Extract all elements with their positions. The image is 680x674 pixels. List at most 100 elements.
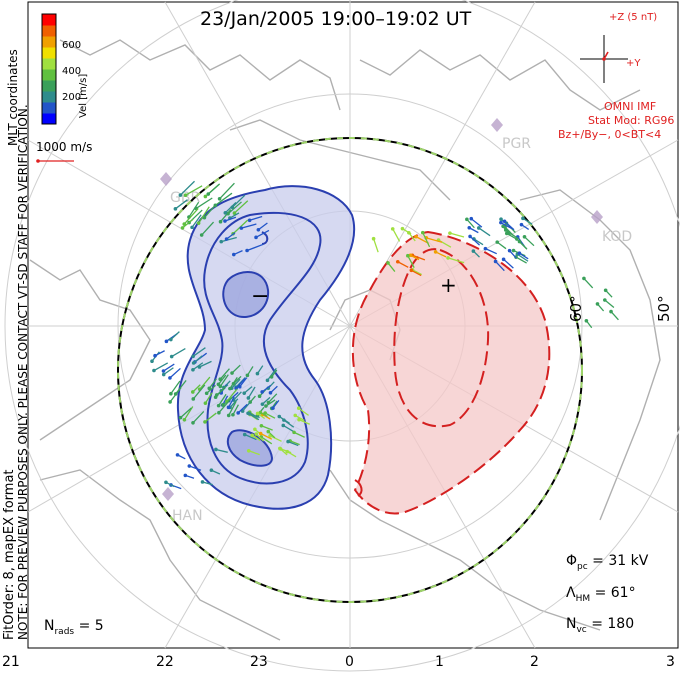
phi-pc-value: = 31 kV [592,553,649,569]
velocity-vector [261,425,273,431]
velocity-vector [219,374,229,387]
velocity-vector-origin [161,369,166,373]
velocity-vector [208,378,217,389]
velocity-vector [163,367,174,376]
velocity-vector [199,360,212,368]
lambda-hm-symbol: Λ [566,585,576,601]
velocity-vector [244,433,257,441]
velocity-vector-origin [245,248,249,253]
velocity-vector-origin [266,429,271,434]
velocity-vector-origin [265,378,270,383]
velocity-vector-origin [246,396,251,400]
coastlines [29,39,661,641]
velocity-vector-origin [242,432,247,437]
velocity-vector-origin [180,226,185,230]
velocity-vector-origin [191,390,195,394]
velocity-vector [506,232,518,241]
potential-max-marker: + [440,273,457,297]
velocity-vector [191,214,202,228]
velocity-vector-origin [420,230,425,235]
velocity-vector-origin [221,403,225,407]
velocity-vector-origin [169,337,173,342]
nrads-value: = 5 [78,618,104,634]
velocity-vector [215,385,227,398]
velocity-vector-origin [196,221,201,225]
preview-note: NOTE: FOR PREVIEW PURPOSES ONLY. PLEASE … [16,104,30,640]
velocity-vector [500,222,513,230]
velocity-vector-origin [286,439,290,444]
velocity-vector-origin [183,473,188,478]
velocity-vector [239,377,248,388]
velocity-vector [229,376,238,389]
velocity-vector-origin [178,415,183,420]
velocity-vector-origin [517,251,522,256]
velocity-vector [214,192,233,206]
velocity-vector [298,407,309,416]
velocity-vector [269,435,282,442]
velocity-vector-origin [503,228,508,232]
velocity-vector-origin [203,401,208,405]
station-label-gbr: GBR [170,190,200,206]
potential-min-marker: − [251,284,269,309]
velocity-vector [233,391,242,401]
velocity-vector-origin [231,252,236,257]
velocity-vector [449,232,465,238]
velocity-vector-origin [178,193,183,197]
velocity-vector [293,431,305,438]
velocity-vector [267,393,278,404]
param-nvc: Nvc = 180 [566,616,634,635]
velocity-vector-origin [237,384,242,389]
velocity-vector-origin [293,413,298,418]
velocity-vector-origin [268,390,273,395]
param-phi-pc: Φpc = 31 kV [566,553,648,572]
velocity-vector [265,399,276,407]
station-marker-kod [591,210,603,224]
velocity-vector-origin [216,382,221,387]
velocity-vector-origin [254,432,259,436]
latitude-label-60: 60° [567,295,585,322]
velocity-vector-origin [168,400,172,404]
velocity-vector-origin [448,231,452,235]
velocity-vector-origin [609,309,613,314]
velocity-vector-origin [471,249,476,253]
velocity-vector-origin [228,386,232,391]
velocity-vector-origin [595,302,600,306]
velocity-vector [435,251,447,258]
mlt-label-3: 3 [666,654,675,670]
velocity-vector [524,236,535,247]
velocity-vector [260,436,273,445]
colorbar-tick-200: 200 [62,92,82,103]
velocity-vector-origin [603,288,608,293]
colorbar-tick-600: 600 [62,40,82,51]
velocity-vector-origin [253,427,257,432]
colorbar-segment [42,47,56,59]
velocity-vector [231,378,241,389]
station-label-kod: KOD [602,229,632,245]
velocity-vector-origin [271,406,275,410]
velocity-vector [260,432,273,440]
velocity-vector-origin [255,371,260,376]
phi-pc-symbol: Φ [566,553,578,569]
velocity-vector [203,205,216,219]
colorbar-segment [42,80,56,92]
station-marker-han [162,487,174,501]
colorbar-segment [42,36,56,48]
param-nrads: Nrads = 5 [44,618,104,637]
velocity-vector-origin [278,447,283,451]
velocity-vector-origin [371,236,376,241]
velocity-vector [522,217,533,225]
velocity-vector-origin [521,216,525,221]
velocity-vector [182,218,194,229]
velocity-vector-origin [190,225,194,230]
velocity-vector [170,331,180,341]
velocity-vector [224,216,237,222]
velocity-vector-origin [414,234,418,239]
velocity-scale-label: 1000 m/s [36,140,93,154]
velocity-vector [229,398,239,408]
velocity-vector [231,194,246,208]
velocity-vector [218,393,227,406]
velocity-vector-origin [468,234,472,239]
velocity-vector [226,388,238,402]
velocity-vector-origin [256,227,261,232]
